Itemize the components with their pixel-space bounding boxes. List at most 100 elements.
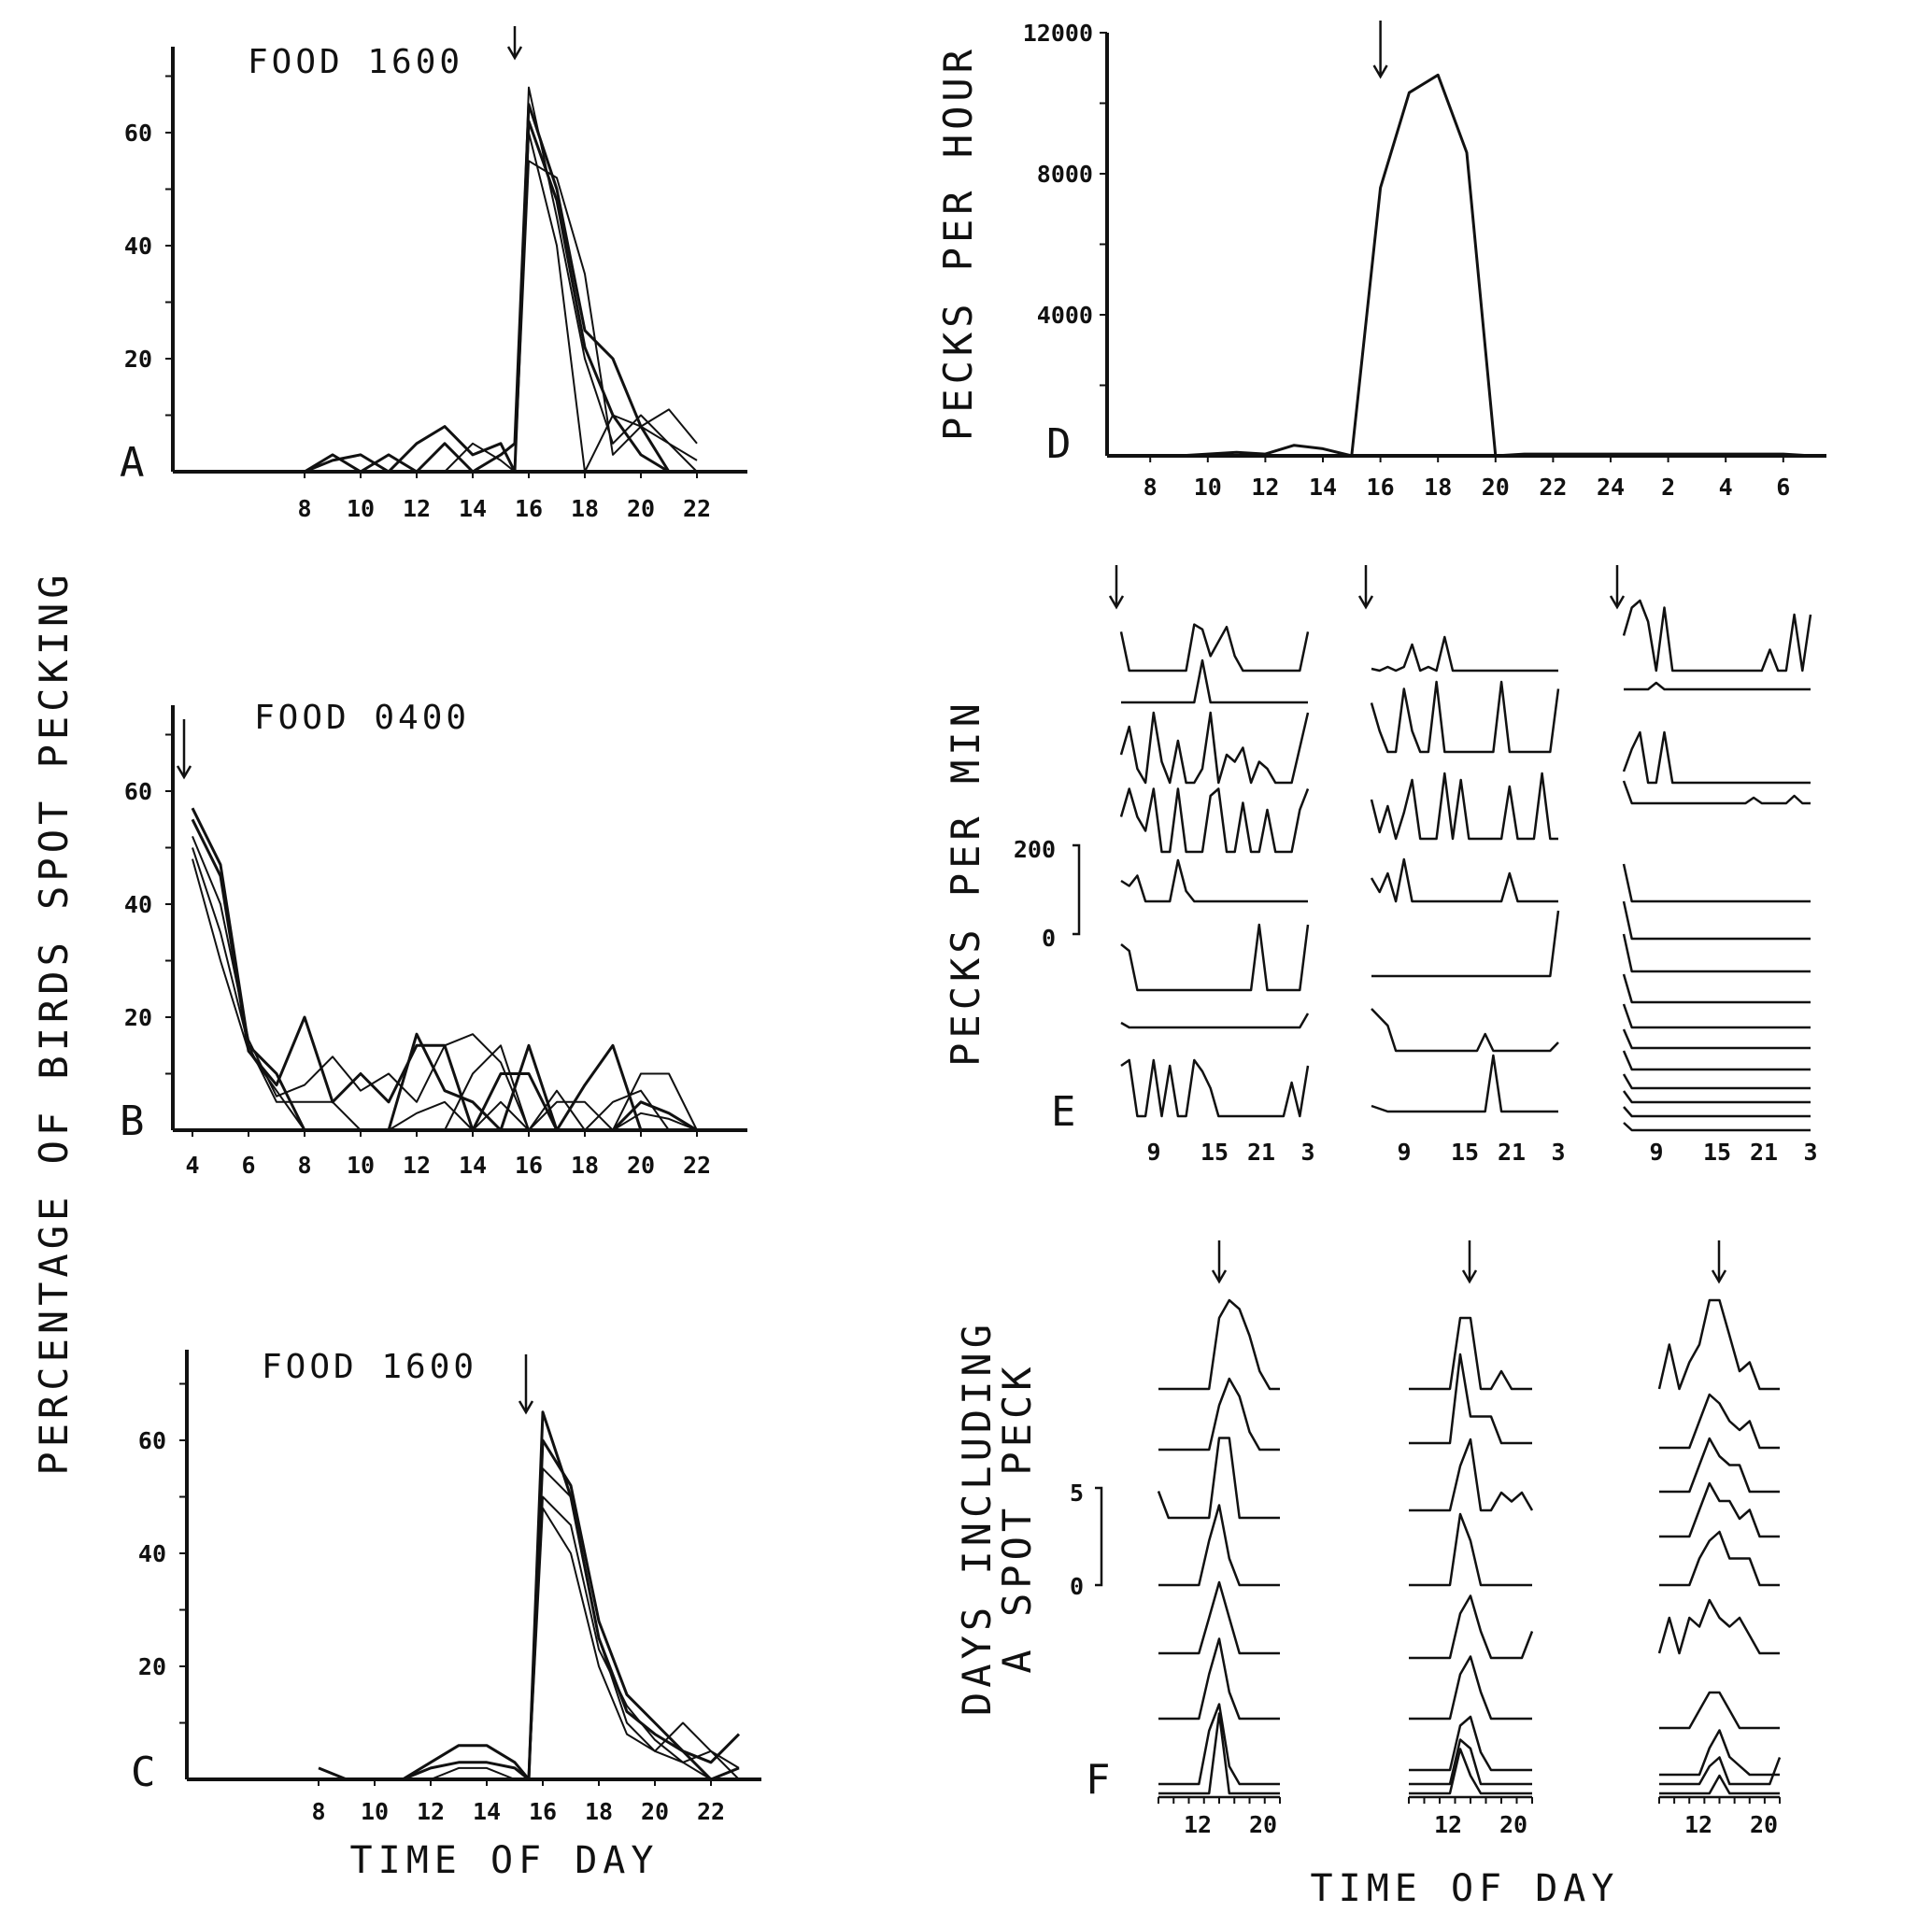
panel-a-series-line [305, 86, 698, 473]
panel-f-col2-feeding-arrow-head [1461, 1269, 1478, 1284]
panel-c-y-tick-label: 20 [138, 1653, 166, 1680]
panel-d-y-axis-label: PECKS PER HOUR [935, 45, 981, 441]
panel-f-col1-trace [1158, 1298, 1280, 1391]
panel-e-col1-x-tick-label: 3 [1300, 1139, 1314, 1166]
panel-f-label: F [1086, 1756, 1111, 1804]
panel-e-col3-x-tick-label: 3 [1803, 1139, 1817, 1166]
panel-f-col1-trace [1158, 1703, 1280, 1786]
panel-a-x-tick-label: 16 [515, 495, 543, 522]
panel-e-col3-trace [1624, 681, 1811, 691]
panel-f-col2-x-tick-label: 20 [1499, 1811, 1527, 1838]
panel-a-feeding-arrow-head [506, 46, 523, 61]
panel-f-col1-feeding-arrow-head [1211, 1269, 1228, 1284]
panel-c-x-tick-label: 10 [361, 1798, 389, 1825]
panel-c-x-tick-label: 12 [417, 1798, 445, 1825]
panel-e-col1-feeding-arrow-head [1108, 595, 1125, 610]
panel-e-col1-x-tick-label: 15 [1200, 1139, 1229, 1166]
panel-f-col1-x-tick-label: 20 [1249, 1811, 1277, 1838]
panel-c-feeding-arrow [518, 1354, 534, 1415]
panel-e-col2-x-tick-label: 3 [1551, 1139, 1565, 1166]
panel-f-col3-feeding-arrow [1711, 1240, 1727, 1284]
panel-d-x-tick-label: 8 [1144, 474, 1158, 501]
panel-f-col2-trace [1409, 1655, 1532, 1721]
panel-f-col3-trace [1657, 1298, 1780, 1391]
panel-d-y-tick-label: 12000 [1023, 20, 1093, 47]
panel-f-col1-trace [1157, 1437, 1280, 1520]
panel-e-col3-trace [1622, 1003, 1811, 1029]
panel-e-col3-feeding-arrow-head [1609, 595, 1626, 610]
panel-f-scale-top-label: 5 [1070, 1480, 1084, 1507]
panel-c-x-tick-label: 20 [641, 1798, 669, 1825]
panel-c-series-line [318, 1410, 741, 1781]
panel-a-y-tick-label: 40 [124, 233, 152, 260]
panel-e-col2-trace [1370, 857, 1558, 903]
panel-c-x-tick-label: 18 [585, 1798, 613, 1825]
panel-e-col1-feeding-arrow [1108, 565, 1125, 610]
panel-e-col3-trace [1622, 780, 1811, 805]
panel-f-col3-trace [1657, 1598, 1780, 1655]
panel-e-col3-trace [1622, 933, 1811, 973]
panel-c-x-tick-label: 14 [473, 1798, 501, 1825]
panel-e-col1-trace [1119, 623, 1310, 673]
right-x-axis-label: TIME OF DAY [1311, 1867, 1620, 1910]
panel-d-x-tick-label: 12 [1251, 474, 1279, 501]
panel-e-col2-x-tick-label: 15 [1451, 1139, 1479, 1166]
panel-e-col2-feeding-arrow-head [1357, 595, 1374, 610]
panel-a-x-tick-label: 8 [297, 495, 311, 522]
panel-e-col3-trace [1622, 973, 1811, 1004]
panel-a-series-line [304, 103, 697, 474]
panel-d-series-line [1121, 73, 1812, 458]
panel-f-col3-trace [1659, 1530, 1780, 1587]
panel-e-col2-x-tick-label: 21 [1498, 1139, 1526, 1166]
panel-e-col2-trace [1371, 635, 1558, 673]
panel-b-y-tick-label: 60 [124, 778, 152, 805]
panel-d-y-tick-label: 4000 [1037, 302, 1093, 329]
panel-e-col1-x-tick-label: 9 [1146, 1139, 1160, 1166]
panel-e-col2-trace [1371, 1008, 1559, 1053]
panel-f-col1-x-tick-label: 12 [1184, 1811, 1212, 1838]
panel-f-col3-trace [1659, 1691, 1780, 1730]
panel-f-col2-feeding-arrow [1461, 1240, 1478, 1284]
panel-c-y-tick-label: 40 [138, 1540, 166, 1567]
panel-e-scale-top-label: 200 [1014, 836, 1056, 863]
panel-f-col3-x-tick-label: 12 [1684, 1811, 1712, 1838]
panel-b-label: B [120, 1098, 145, 1145]
panel-b-x-tick-label: 12 [403, 1152, 431, 1179]
panel-e-col1-trace [1120, 858, 1308, 903]
panel-c-y-tick-label: 60 [138, 1427, 166, 1454]
panel-f-col2-trace [1409, 1738, 1532, 1786]
panel-e-col2-trace [1371, 910, 1560, 978]
panel-f-scale-bar [1095, 1486, 1103, 1587]
panel-a-x-tick-label: 10 [347, 495, 375, 522]
panel-a-feeding-arrow [506, 26, 523, 61]
panel-b-x-tick-label: 18 [571, 1152, 599, 1179]
panel-f-col3-trace [1659, 1756, 1782, 1786]
panel-b-series-line [191, 807, 698, 1132]
panel-f-col2-trace [1409, 1353, 1532, 1445]
panel-f-col1-trace [1158, 1377, 1280, 1452]
left-x-axis-label: TIME OF DAY [350, 1839, 660, 1882]
panel-e-col3-trace [1622, 1050, 1811, 1071]
panel-f-scale-bottom-label: 0 [1070, 1573, 1084, 1600]
panel-f-col2-trace [1409, 1748, 1532, 1795]
panel-c-x-tick-label: 16 [529, 1798, 557, 1825]
panel-b-feeding-arrow [176, 719, 192, 780]
panel-b-title: FOOD 0400 [254, 699, 470, 737]
panel-d-x-tick-label: 18 [1424, 474, 1452, 501]
panel-e-col1-trace [1120, 923, 1310, 992]
panel-c-series-line [319, 1438, 740, 1781]
panel-e-col3-trace [1623, 1106, 1811, 1118]
panel-f-col3-trace [1659, 1729, 1780, 1777]
panel-e-col2-trace [1371, 1054, 1558, 1113]
panel-e-col3-trace [1623, 1122, 1811, 1132]
panel-f-col3-trace [1659, 1393, 1780, 1450]
panel-f-col3-feeding-arrow-head [1711, 1269, 1727, 1284]
panel-e-col1-trace [1119, 711, 1310, 785]
panel-f-col1-feeding-arrow [1211, 1240, 1228, 1284]
panel-e-col1-trace [1119, 787, 1310, 854]
panel-b-x-tick-label: 10 [347, 1152, 375, 1179]
panel-f-col1-trace [1158, 1712, 1280, 1795]
left-y-axis-label: PERCENTAGE OF BIRDS SPOT PECKING [31, 570, 77, 1475]
